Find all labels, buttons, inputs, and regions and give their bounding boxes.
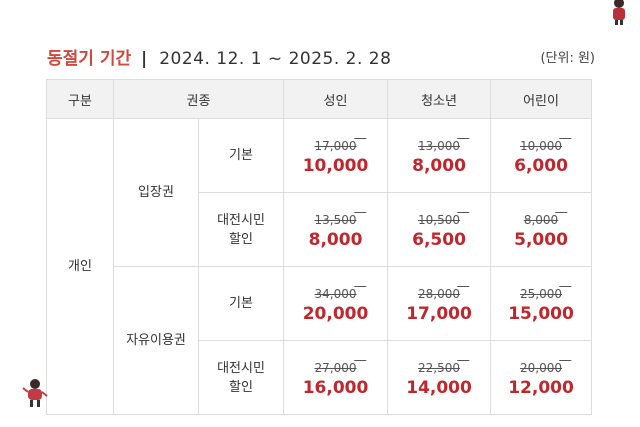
- subtype-label: 대전시민 할인: [197, 192, 285, 267]
- winter-character-icon: [613, 0, 625, 25]
- winter-character-icon: [22, 379, 48, 407]
- discount-price: 15,000: [508, 304, 574, 324]
- header-category: 구분: [46, 79, 114, 119]
- fare-table: 구분 권종 성인 청소년 어린이 개인 입장권 기본 17,000 10,000 …: [46, 79, 593, 415]
- price-adult: 17,000 10,000: [283, 118, 389, 193]
- header-child: 어린이: [490, 79, 593, 119]
- original-price: 20,000: [520, 361, 563, 375]
- price-child: 8,000 5,000: [490, 192, 593, 267]
- original-price: 34,000: [314, 287, 357, 301]
- table-row: 자유이용권 기본 34,000 20,000 28,000 17,000 25,00…: [47, 266, 593, 415]
- price-adult: 27,000 16,000: [283, 340, 389, 415]
- discount-price: 8,000: [308, 230, 363, 250]
- discount-price: 8,000: [412, 156, 466, 176]
- table-header-row: 구분 권종 성인 청소년 어린이: [46, 79, 593, 119]
- type-free-pass: 자유이용권: [113, 266, 199, 415]
- original-price: 13,000: [418, 139, 461, 153]
- title-separator: |: [141, 49, 148, 69]
- season-label: 동절기 기간: [47, 49, 132, 69]
- original-price: 13,500: [314, 213, 357, 227]
- original-price: 22,500: [418, 361, 461, 375]
- price-adult: 13,500 8,000: [283, 192, 389, 267]
- header-ticket-type: 권종: [112, 79, 285, 119]
- discount-price: 20,000: [302, 304, 369, 324]
- table-row: 대전시민 할인 13,500 8,000 10,500 6,500 8,000 5,0…: [47, 192, 593, 267]
- price-child: 25,000 15,000: [490, 266, 593, 341]
- header-youth: 청소년: [387, 79, 492, 119]
- discount-price: 10,000: [302, 156, 369, 176]
- original-price: 25,000: [520, 287, 563, 301]
- discount-price: 5,000: [514, 230, 568, 250]
- price-youth: 13,000 8,000: [387, 118, 492, 193]
- discount-price: 6,500: [412, 230, 466, 250]
- price-youth: 22,500 14,000: [387, 340, 492, 415]
- season-title: 동절기 기간 | 2024. 12. 1 ~ 2025. 2. 28: [47, 44, 391, 69]
- discount-price: 14,000: [406, 378, 472, 398]
- original-price: 28,000: [418, 287, 461, 301]
- type-admission: 입장권: [113, 118, 199, 267]
- discount-price: 12,000: [508, 378, 574, 398]
- subtype-label: 기본: [197, 118, 285, 193]
- subtype-label: 기본: [197, 266, 285, 341]
- discount-price: 6,000: [514, 156, 568, 176]
- original-price: 27,000: [314, 361, 357, 375]
- price-child: 20,000 12,000: [490, 340, 593, 415]
- discount-price: 17,000: [406, 304, 472, 324]
- season-period: 2024. 12. 1 ~ 2025. 2. 28: [159, 49, 392, 69]
- table-row: 개인 입장권 기본 17,000 10,000 13,000 8,000 10,00…: [46, 118, 593, 415]
- original-price: 8,000: [523, 213, 559, 227]
- header-adult: 성인: [283, 79, 389, 119]
- price-youth: 28,000 17,000: [387, 266, 492, 341]
- discount-price: 16,000: [302, 378, 369, 398]
- price-adult: 34,000 20,000: [283, 266, 389, 341]
- original-price: 10,000: [520, 139, 563, 153]
- price-youth: 10,500 6,500: [387, 192, 492, 267]
- fare-header: 동절기 기간 | 2024. 12. 1 ~ 2025. 2. 28 (단위: …: [47, 44, 595, 72]
- original-price: 10,500: [418, 213, 461, 227]
- group-individual: 개인: [46, 118, 114, 415]
- subtype-label: 대전시민 할인: [197, 340, 285, 415]
- price-child: 10,000 6,000: [490, 118, 593, 193]
- currency-unit: (단위: 원): [540, 51, 595, 66]
- table-row: 대전시민 할인 27,000 16,000 22,500 14,000 20,000…: [47, 340, 593, 415]
- original-price: 17,000: [314, 139, 357, 153]
